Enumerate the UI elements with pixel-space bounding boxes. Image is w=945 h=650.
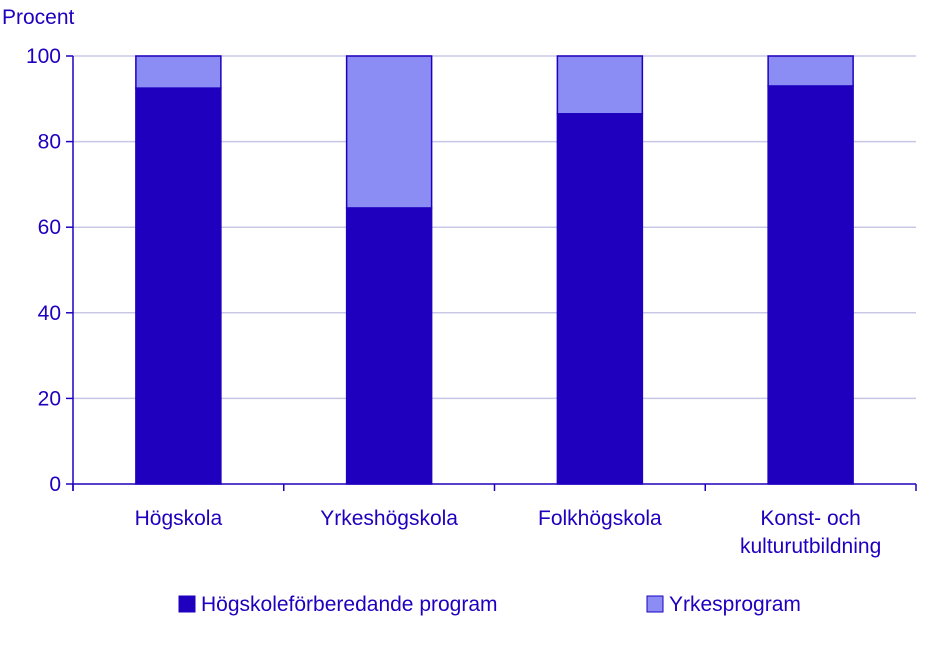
y-tick-label: 60: [38, 216, 61, 239]
bar-hogskoleforberedande-3: [767, 85, 854, 485]
legend: Högskoleförberedande program Yrkesprogram: [178, 593, 801, 616]
y-tick-label: 40: [38, 302, 61, 325]
x-tick-label: Yrkeshögskola: [320, 507, 458, 530]
bar-yrkesprogram-2: [556, 55, 644, 115]
y-axis-title: Procent: [2, 6, 75, 29]
y-tick-label: 80: [38, 131, 61, 154]
y-tick-label: 100: [26, 45, 61, 68]
x-tick-label-line: Högskola: [135, 507, 223, 530]
x-axis: Högskola Yrkeshögskola Folkhögskola Konst- …: [72, 483, 917, 558]
y-tick-label: 0: [49, 473, 61, 496]
y-tick-label: 20: [38, 387, 61, 410]
y-axis-ticks: 0 20 40 60 80 100: [26, 45, 74, 496]
legend-swatch: [646, 595, 664, 613]
legend-label: Yrkesprogram: [669, 593, 801, 616]
x-tick-label-line: kulturutbildning: [740, 535, 881, 558]
bar-yrkesprogram-1: [345, 55, 433, 209]
bar-hogskoleforberedande-2: [556, 113, 644, 485]
x-tick-label-line: Konst- och: [760, 507, 860, 530]
legend-label: Högskoleförberedande program: [201, 593, 498, 616]
bar-hogskoleforberedande-1: [345, 207, 433, 485]
x-tick-label: Konst- och kulturutbildning: [740, 507, 881, 558]
x-tick-label: Högskola: [135, 507, 223, 530]
bar-yrkesprogram-3: [767, 55, 854, 87]
x-tick-label-line: Yrkeshögskola: [320, 507, 458, 530]
bar-yrkesprogram-0: [135, 55, 222, 89]
legend-swatch: [178, 595, 196, 613]
x-tick-label-line: Folkhögskola: [538, 507, 662, 530]
bar-hogskoleforberedande-0: [135, 87, 222, 485]
x-tick-label: Folkhögskola: [538, 507, 662, 530]
bars: [135, 55, 854, 485]
